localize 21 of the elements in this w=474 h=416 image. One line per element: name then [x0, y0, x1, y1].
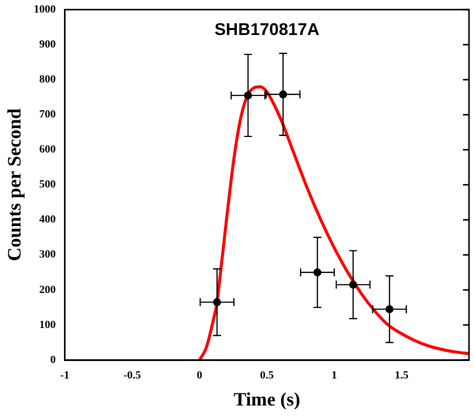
x-tick-label: 1.5	[394, 369, 410, 382]
y-tick-label: 100	[39, 318, 56, 331]
y-tick-label: 600	[39, 144, 56, 156]
y-tick-label: 700	[39, 108, 56, 121]
y-axis-title: Counts per Second	[4, 108, 26, 262]
x-tick-label: -1	[60, 369, 70, 382]
y-tick-label: 300	[39, 248, 56, 261]
y-tick-label: 800	[39, 74, 56, 86]
x-tick-label: 0.5	[260, 369, 274, 382]
text: SHB170817A	[214, 20, 320, 39]
line-series	[198, 85, 469, 360]
x-tick-label: 0	[196, 369, 203, 382]
y-tick-label: 0	[50, 354, 56, 366]
x-tick-label: 1	[332, 369, 338, 382]
y-tick-label: 900	[39, 38, 56, 50]
y-tick-label: 1000	[34, 3, 56, 16]
y-tick-label: 200	[39, 284, 56, 296]
y-tick-label: 400	[39, 214, 56, 226]
x-axis-title: Time (s)	[234, 390, 300, 411]
y-tick-label: 500	[39, 178, 56, 191]
x-tick-label: -0.5	[123, 369, 142, 382]
